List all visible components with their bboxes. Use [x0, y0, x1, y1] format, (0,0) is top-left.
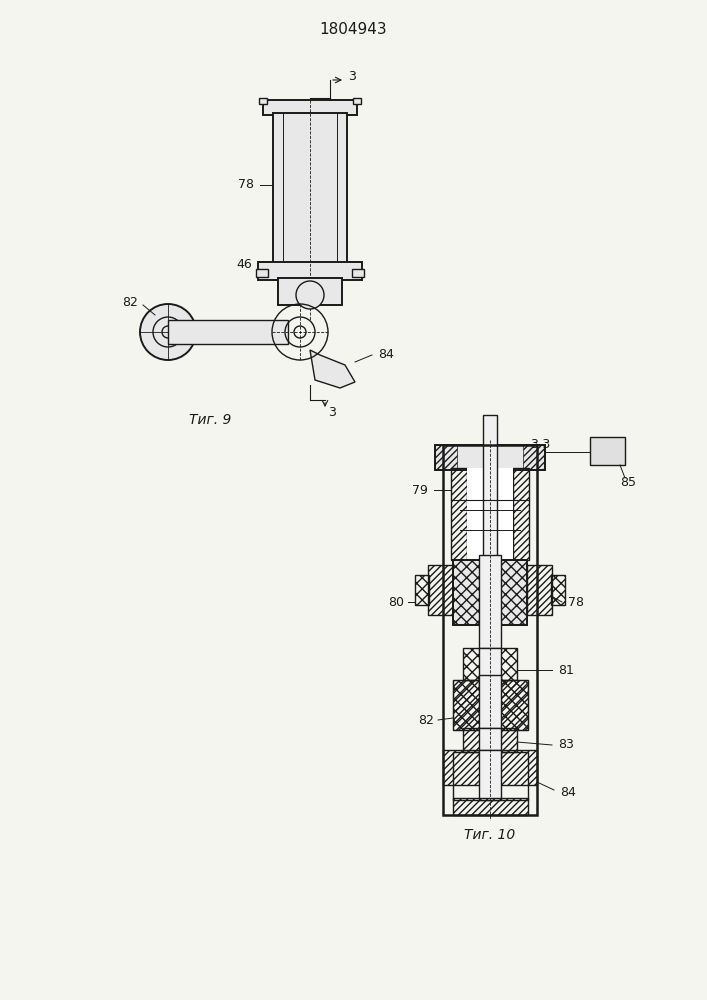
Text: Τиг. 10: Τиг. 10	[464, 828, 515, 842]
Bar	[479, 648, 501, 690]
Bar	[435, 445, 545, 470]
Polygon shape	[310, 350, 355, 388]
Bar	[278, 278, 342, 305]
Text: 78: 78	[568, 595, 584, 608]
Bar	[453, 560, 527, 625]
Text: 80: 80	[388, 595, 404, 608]
Bar	[451, 468, 467, 560]
Circle shape	[296, 281, 324, 309]
Bar	[513, 468, 529, 560]
Bar	[463, 648, 517, 680]
Circle shape	[153, 317, 183, 347]
Bar	[453, 798, 528, 815]
Bar	[483, 415, 497, 560]
Bar	[467, 468, 513, 560]
Bar	[256, 269, 268, 277]
Bar	[415, 575, 429, 605]
Bar	[523, 445, 545, 470]
Bar	[428, 565, 453, 615]
Bar	[551, 575, 565, 605]
Bar	[590, 437, 625, 465]
Bar	[443, 445, 537, 815]
Bar	[479, 675, 501, 735]
Bar	[453, 752, 528, 800]
Text: 3: 3	[328, 406, 336, 420]
Bar	[501, 680, 528, 730]
Bar	[479, 555, 501, 650]
Text: 84: 84	[560, 786, 576, 798]
Bar	[168, 320, 288, 344]
Text: 3-3: 3-3	[530, 438, 550, 452]
Text: 79: 79	[412, 484, 428, 496]
Text: 81: 81	[558, 664, 574, 676]
Text: 82: 82	[418, 714, 434, 726]
Text: 78: 78	[238, 178, 254, 192]
Bar	[453, 680, 528, 730]
Circle shape	[140, 304, 196, 360]
Bar	[353, 98, 361, 104]
Bar	[527, 565, 552, 615]
Bar	[273, 113, 347, 265]
Text: 46: 46	[236, 258, 252, 271]
Bar	[463, 728, 517, 752]
Bar	[263, 100, 357, 115]
Bar	[453, 560, 481, 625]
Text: 83: 83	[558, 738, 574, 752]
Circle shape	[162, 326, 174, 338]
Bar	[258, 262, 362, 280]
Bar	[479, 750, 501, 800]
Text: 3: 3	[348, 70, 356, 84]
Bar	[453, 680, 479, 730]
Bar	[479, 728, 501, 758]
Bar	[499, 560, 527, 625]
Bar	[443, 750, 537, 785]
Text: 85: 85	[620, 476, 636, 488]
Text: 1804943: 1804943	[319, 22, 387, 37]
Bar	[259, 98, 267, 104]
Text: Τиг. 9: Τиг. 9	[189, 413, 231, 427]
Bar	[352, 269, 364, 277]
Text: 84: 84	[378, 349, 394, 361]
Text: 82: 82	[122, 296, 138, 308]
Bar	[435, 445, 457, 470]
